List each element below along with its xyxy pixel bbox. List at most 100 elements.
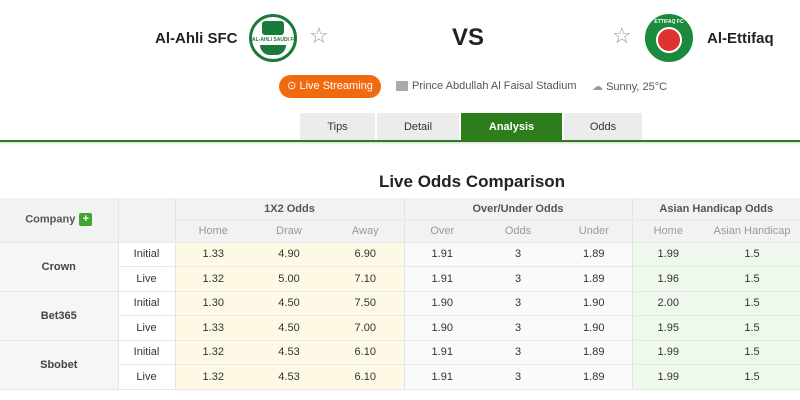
favorite-home-star-icon[interactable]: ☆ bbox=[309, 23, 329, 48]
odds-value[interactable]: 1.90 bbox=[404, 315, 480, 341]
odds-value[interactable]: 1.89 bbox=[556, 364, 633, 390]
tab-detail[interactable]: Detail bbox=[377, 113, 459, 141]
odds-value[interactable]: 6.10 bbox=[327, 340, 405, 365]
odds-type: Live bbox=[118, 266, 176, 292]
odds-value[interactable]: 3 bbox=[480, 315, 556, 341]
odds-type: Live bbox=[118, 364, 176, 390]
odds-value[interactable]: 3 bbox=[480, 340, 556, 365]
odds-value[interactable]: 3 bbox=[480, 242, 556, 267]
odds-value[interactable]: 1.99 bbox=[632, 242, 705, 267]
odds-value[interactable]: 1.32 bbox=[175, 364, 251, 390]
tab-tips[interactable]: Tips bbox=[300, 113, 375, 141]
odds-value[interactable]: 4.50 bbox=[251, 315, 327, 341]
odds-value[interactable]: 7.00 bbox=[327, 315, 405, 341]
odds-value[interactable]: 1.96 bbox=[632, 266, 705, 292]
odds-value[interactable]: 6.10 bbox=[327, 364, 405, 390]
home-logo-text: AL-AHLI SAUDI FC bbox=[252, 37, 297, 43]
odds-value[interactable]: 4.53 bbox=[251, 340, 327, 365]
stadium-icon bbox=[396, 81, 408, 92]
company-name[interactable]: Sbobet bbox=[0, 340, 119, 390]
subheader: Odds bbox=[480, 220, 556, 243]
odds-value[interactable]: 1.91 bbox=[404, 364, 480, 390]
odds-type: Initial bbox=[118, 291, 176, 316]
company-name[interactable]: Crown bbox=[0, 242, 119, 292]
subheader: Over bbox=[404, 220, 480, 243]
stadium-info: Prince Abdullah Al Faisal Stadium bbox=[396, 80, 576, 92]
subheader: Draw bbox=[251, 220, 327, 243]
odds-value[interactable]: 5.00 bbox=[251, 266, 327, 292]
odds-value[interactable]: 3 bbox=[480, 364, 556, 390]
odds-value[interactable]: 1.33 bbox=[175, 315, 251, 341]
odds-type: Initial bbox=[118, 340, 176, 365]
away-team-name[interactable]: Al-Ettifaq bbox=[707, 30, 774, 47]
odds-value[interactable]: 2.00 bbox=[632, 291, 705, 316]
odds-value[interactable]: 1.90 bbox=[404, 291, 480, 316]
group-over-under: Over/Under Odds bbox=[404, 198, 633, 221]
odds-value[interactable]: 1.99 bbox=[632, 364, 705, 390]
subheader: Home bbox=[175, 220, 251, 243]
add-company-plus-icon[interactable]: + bbox=[79, 213, 93, 227]
divider bbox=[0, 142, 800, 145]
subheader: Asian Handicap bbox=[704, 220, 800, 243]
away-team-logo: ETTIFAQ FC bbox=[645, 14, 693, 62]
vs-label: VS bbox=[452, 24, 485, 51]
odds-value[interactable]: 1.33 bbox=[175, 242, 251, 267]
odds-value[interactable]: 1.5 bbox=[704, 266, 800, 292]
odds-value[interactable]: 4.50 bbox=[251, 291, 327, 316]
table-row: Sbobet Initial 1.32 4.53 6.10 1.91 3 1.89 1.99 1.… bbox=[0, 340, 800, 390]
tab-underline bbox=[0, 140, 800, 142]
odds-value[interactable]: 1.95 bbox=[632, 315, 705, 341]
odds-value[interactable]: 1.91 bbox=[404, 242, 480, 267]
odds-value[interactable]: 1.91 bbox=[404, 266, 480, 292]
table-row: Live 1.32 5.00 7.10 1.91 3 1.89 1.96 1.5 bbox=[0, 266, 800, 292]
type-header bbox=[118, 198, 176, 243]
favorite-away-star-icon[interactable]: ☆ bbox=[612, 23, 632, 48]
odds-value[interactable]: 3 bbox=[480, 291, 556, 316]
company-name[interactable]: Bet365 bbox=[0, 291, 119, 341]
table-row: Live 1.32 4.53 6.10 1.91 3 1.89 1.99 1.5 bbox=[0, 364, 800, 390]
home-team-logo: AL-AHLI SAUDI FC bbox=[249, 14, 297, 62]
odds-value[interactable]: 1.89 bbox=[556, 340, 633, 365]
odds-value[interactable]: 1.30 bbox=[175, 291, 251, 316]
odds-value[interactable]: 1.32 bbox=[175, 340, 251, 365]
group-asian-handicap: Asian Handicap Odds bbox=[632, 198, 800, 221]
play-icon: ⊙ bbox=[287, 80, 300, 92]
odds-value[interactable]: 1.5 bbox=[704, 315, 800, 341]
home-team-name[interactable]: Al-Ahli SFC bbox=[155, 30, 238, 47]
odds-value[interactable]: 1.5 bbox=[704, 364, 800, 390]
odds-value[interactable]: 1.90 bbox=[556, 315, 633, 341]
away-logo-text: ETTIFAQ FC bbox=[654, 19, 684, 25]
odds-table: Company + 1X2 Odds Over/Under Odds Asian … bbox=[0, 198, 800, 390]
odds-type: Live bbox=[118, 315, 176, 341]
section-title: Live Odds Comparison bbox=[378, 172, 566, 191]
odds-value[interactable]: 1.91 bbox=[404, 340, 480, 365]
odds-value[interactable]: 6.90 bbox=[327, 242, 405, 267]
odds-value[interactable]: 1.89 bbox=[556, 266, 633, 292]
odds-value[interactable]: 1.5 bbox=[704, 291, 800, 316]
odds-value[interactable]: 7.50 bbox=[327, 291, 405, 316]
weather-icon: ☁ bbox=[592, 81, 603, 93]
odds-value[interactable]: 1.5 bbox=[704, 242, 800, 267]
odds-value[interactable]: 7.10 bbox=[327, 266, 405, 292]
odds-value[interactable]: 1.32 bbox=[175, 266, 251, 292]
odds-value[interactable]: 1.99 bbox=[632, 340, 705, 365]
subheader: Away bbox=[327, 220, 405, 243]
subheader: Home bbox=[632, 220, 705, 243]
live-streaming-button[interactable]: ⊙ Live Streaming bbox=[279, 75, 381, 98]
group-1x2: 1X2 Odds bbox=[175, 198, 405, 221]
tab-odds[interactable]: Odds bbox=[564, 113, 642, 141]
table-row: Crown Initial 1.33 4.90 6.90 1.91 3 1.89 1.99 1.5 bbox=[0, 242, 800, 292]
odds-value[interactable]: 4.53 bbox=[251, 364, 327, 390]
company-header: Company + bbox=[0, 198, 119, 243]
odds-value[interactable]: 1.89 bbox=[556, 242, 633, 267]
odds-type: Initial bbox=[118, 242, 176, 267]
table-row: Bet365 Initial 1.30 4.50 7.50 1.90 3 1.90 2.00 1.… bbox=[0, 291, 800, 341]
odds-value[interactable]: 1.5 bbox=[704, 340, 800, 365]
odds-value[interactable]: 3 bbox=[480, 266, 556, 292]
odds-value[interactable]: 1.90 bbox=[556, 291, 633, 316]
odds-value[interactable]: 4.90 bbox=[251, 242, 327, 267]
table-row: Live 1.33 4.50 7.00 1.90 3 1.90 1.95 1.5 bbox=[0, 315, 800, 341]
weather-info: ☁ Sunny, 25°C bbox=[592, 81, 668, 93]
tab-analysis[interactable]: Analysis bbox=[461, 113, 562, 141]
subheader: Under bbox=[556, 220, 633, 243]
